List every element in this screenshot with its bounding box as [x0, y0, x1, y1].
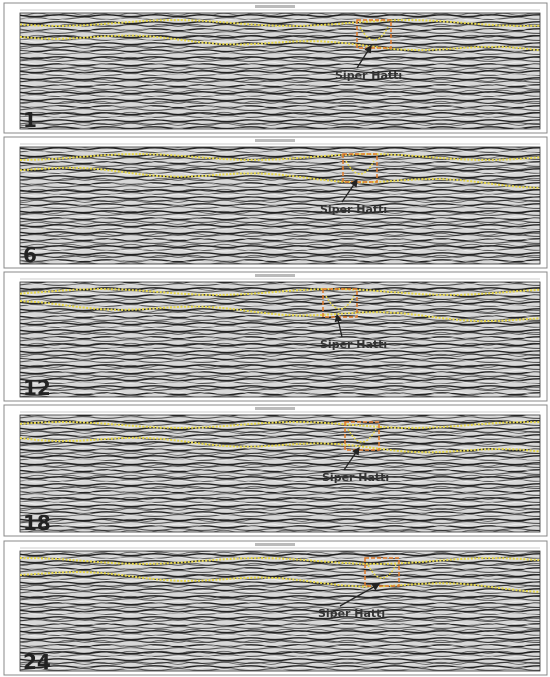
- horizon-upper: [19, 421, 541, 430]
- panel-number: 12: [23, 376, 51, 400]
- annotation: Siper Hattı: [318, 607, 385, 620]
- radargram-border: [19, 550, 541, 672]
- radargram-noise: [20, 13, 540, 129]
- axis-title-placeholder: [255, 5, 295, 8]
- arrow: [341, 178, 358, 203]
- trench-box: [356, 19, 392, 49]
- radargram-noise: [20, 282, 540, 397]
- trench-outline: [359, 26, 389, 41]
- axis-title-placeholder: [255, 274, 295, 277]
- arrow: [356, 44, 372, 69]
- axis-title-placeholder: [255, 139, 295, 142]
- trench-box: [364, 557, 400, 587]
- radargram-noise: [20, 147, 540, 264]
- arrow: [343, 446, 360, 471]
- trench-outline: [347, 428, 377, 443]
- arrow: [334, 313, 343, 338]
- panel-number: 24: [23, 650, 51, 674]
- horizon-upper: [19, 557, 541, 565]
- trench-box: [342, 153, 378, 183]
- horizon-upper: [19, 19, 541, 27]
- horizon-upper: [19, 287, 541, 296]
- radargram-border: [19, 12, 541, 130]
- radargram-noise: [20, 551, 540, 671]
- panel: Siper Hattı 24: [3, 540, 548, 676]
- horizon-lower: [19, 300, 541, 323]
- radargram-border: [19, 281, 541, 398]
- trench-outline: [367, 564, 397, 579]
- radargram-border: [19, 146, 541, 265]
- panel: Siper Hattı 6: [3, 136, 548, 269]
- annotation: Siper Hattı: [320, 338, 387, 351]
- panel-number: 18: [23, 511, 51, 535]
- horizon-upper: [19, 153, 541, 161]
- trench-outline: [325, 295, 355, 310]
- panel: Siper Hattı 12: [3, 271, 548, 402]
- horizon-lower: [19, 34, 541, 52]
- annotation: Siper Hattı: [335, 69, 402, 82]
- trench-outline: [345, 160, 375, 175]
- horizon-lower: [19, 570, 541, 593]
- panel: Siper Hattı 1: [3, 2, 548, 134]
- horizon-lower: [19, 166, 541, 189]
- radargram-noise: [20, 415, 540, 532]
- axis-title-placeholder: [255, 407, 295, 410]
- annotation: Siper Hattı: [322, 471, 389, 484]
- arrow: [339, 583, 381, 607]
- panel: Siper Hattı 18: [3, 404, 548, 537]
- panel-number: 1: [23, 108, 37, 132]
- annotation: Siper Hattı: [320, 203, 387, 216]
- panel-number: 6: [23, 243, 37, 267]
- radargram-border: [19, 414, 541, 533]
- axis-title-placeholder: [255, 543, 295, 546]
- horizon-lower: [19, 436, 541, 454]
- trench-box: [344, 421, 380, 451]
